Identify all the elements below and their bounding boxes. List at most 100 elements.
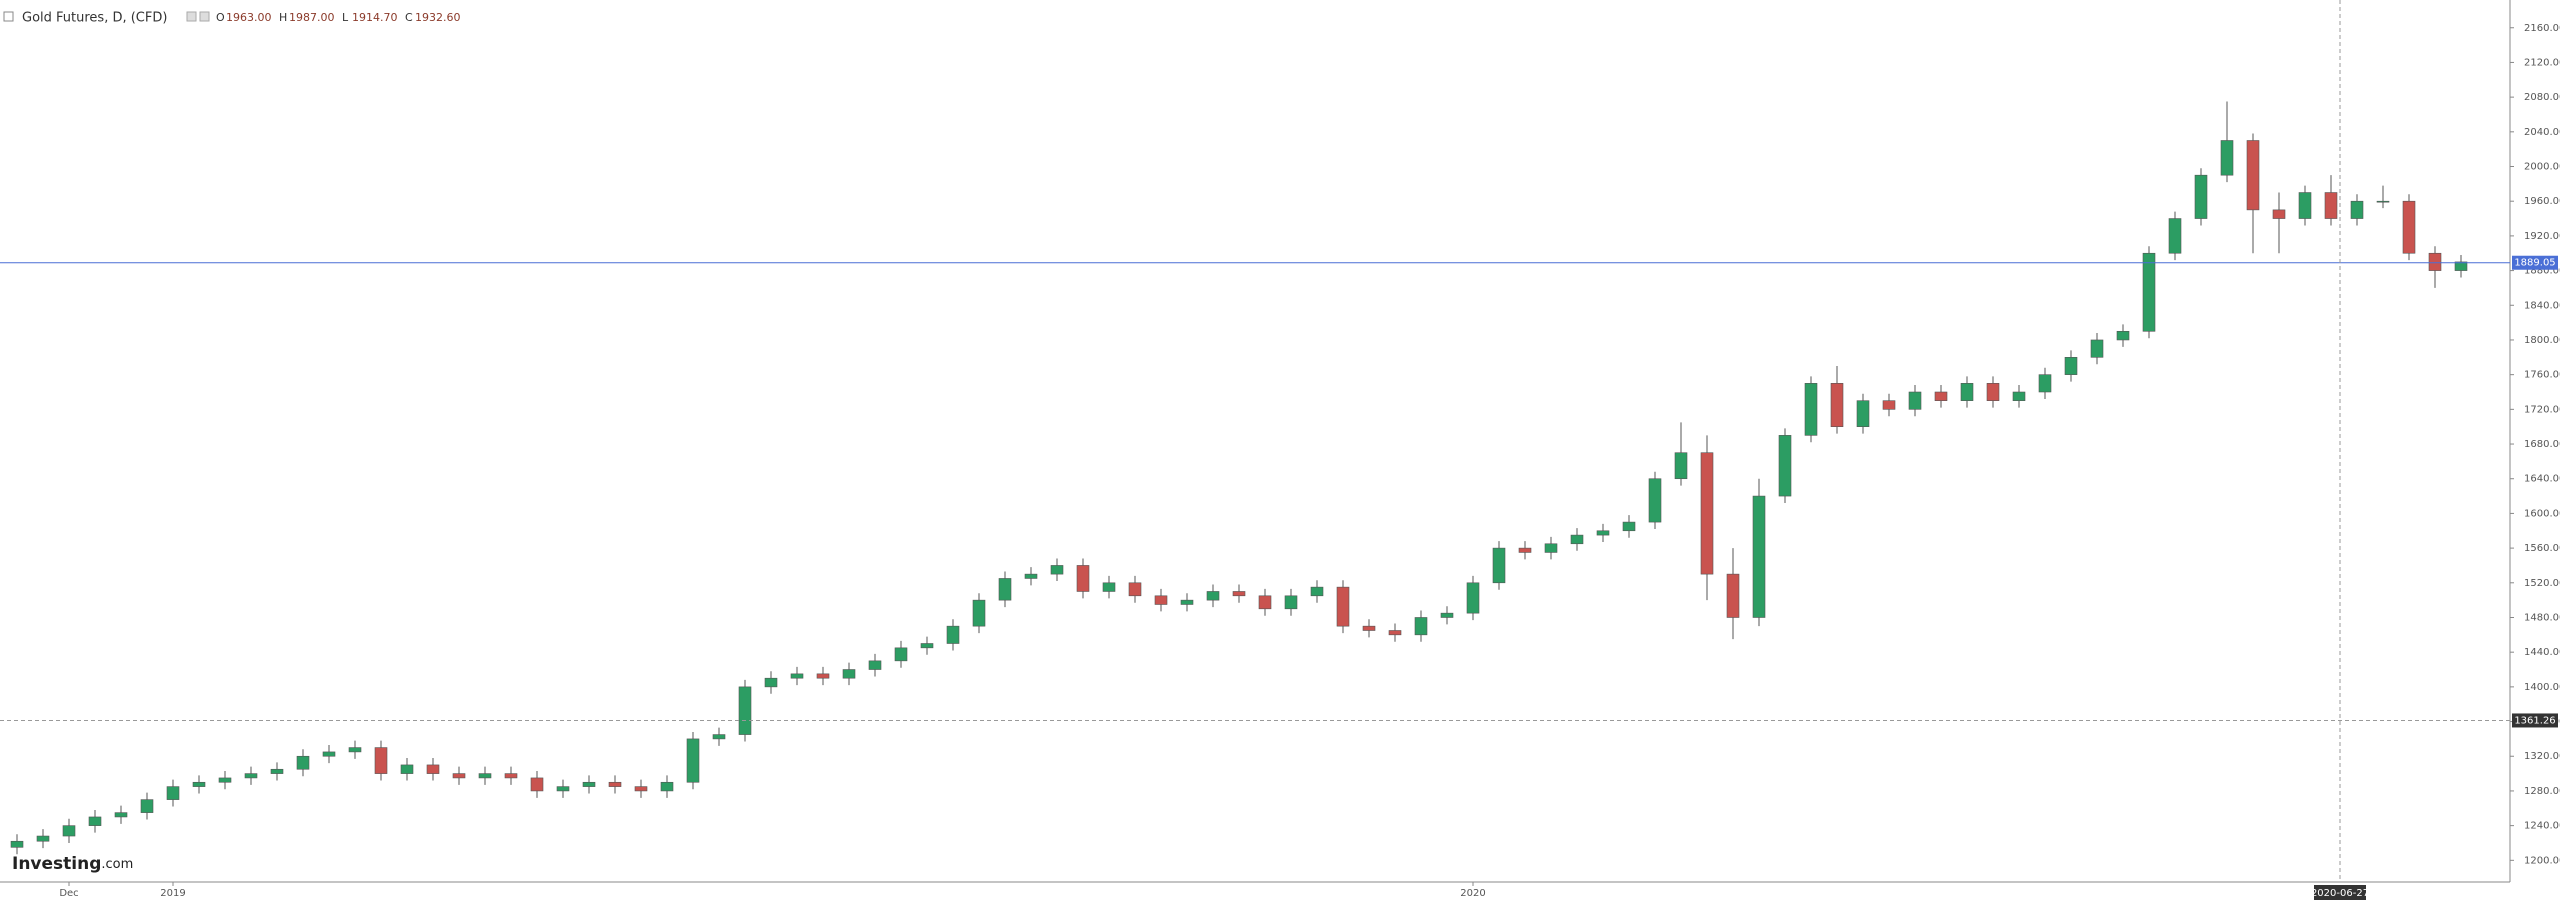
candle-body (1934, 391, 1948, 401)
chart-title: Gold Futures, D, (CFD) (22, 11, 167, 26)
candle-body (1258, 595, 1272, 610)
candle-body (2090, 339, 2104, 358)
candle-body (1596, 530, 1610, 536)
candle-body (10, 840, 24, 848)
candle-body (1362, 625, 1376, 631)
candle-body (582, 781, 596, 787)
candle-body (114, 812, 128, 818)
candle-body (998, 578, 1012, 601)
candle-body (1544, 543, 1558, 553)
candle-body (1024, 573, 1038, 579)
candle-body (374, 747, 388, 774)
candle-body (296, 755, 310, 770)
candle-body (452, 773, 466, 779)
candle-body (920, 643, 934, 649)
logo: Investing.com (12, 854, 133, 874)
last-price-label: 1889.05 (2514, 258, 2555, 269)
y-tick-label: 1800.00 (2524, 335, 2560, 346)
candle-body (1388, 630, 1402, 636)
candle-body (1050, 565, 1064, 575)
candle-body (608, 781, 622, 787)
candle-body (1232, 591, 1246, 597)
crosshair-price-badge (2512, 713, 2558, 728)
y-tick-label: 1720.00 (2524, 404, 2560, 415)
y-tick-label: 1920.00 (2524, 231, 2560, 242)
candle-body (712, 734, 726, 740)
legend-value: 1963.00 (226, 11, 272, 24)
y-tick-label: 1440.00 (2524, 647, 2560, 658)
candle-body (400, 764, 414, 774)
candle-body (556, 786, 570, 792)
x-tick-label: Dec (59, 888, 78, 899)
candle-body (2142, 252, 2156, 332)
candle-body (1128, 582, 1142, 597)
x-tick-label: 2019 (160, 888, 185, 899)
y-tick-label: 1600.00 (2524, 508, 2560, 519)
candle-body (140, 799, 154, 813)
candle-body (660, 781, 674, 792)
settings-icon[interactable] (186, 11, 197, 22)
legend-key: H (279, 11, 287, 24)
legend-value: 1914.70 (352, 11, 398, 24)
candle-body (1830, 383, 1844, 427)
candle-body (1752, 495, 1766, 618)
candle-body (1154, 595, 1168, 605)
candle-body (2064, 357, 2078, 375)
candle-body (1700, 452, 1714, 575)
candle-body (972, 599, 986, 627)
candle-body (270, 768, 284, 774)
y-tick-label: 1680.00 (2524, 439, 2560, 450)
candle-body (1622, 521, 1636, 532)
candle-body (166, 786, 180, 800)
candle-body (244, 773, 258, 779)
x-tick-label: 2020 (1460, 888, 1485, 899)
candle-body (2012, 391, 2026, 401)
candle-body (1206, 591, 1220, 601)
y-tick-label: 1280.00 (2524, 786, 2560, 797)
candle-body (1336, 586, 1350, 627)
candle-body (1440, 612, 1454, 618)
y-tick-label: 1320.00 (2524, 751, 2560, 762)
y-tick-label: 2160.00 (2524, 23, 2560, 34)
candle-body (62, 825, 76, 837)
hide-icon[interactable] (199, 11, 210, 22)
candle-body (894, 647, 908, 662)
candle-body (1570, 534, 1584, 545)
candle-body (1908, 391, 1922, 410)
candle-body (2116, 330, 2130, 341)
collapse-icon[interactable] (3, 11, 14, 22)
candle-body (2038, 374, 2052, 393)
candle-body (2428, 252, 2442, 271)
candle-body (1076, 565, 1090, 592)
candle-body (2272, 209, 2286, 219)
candle-body (1882, 400, 1896, 410)
legend-key: C (405, 11, 413, 24)
candle-body (1180, 599, 1194, 605)
y-tick-label: 1520.00 (2524, 578, 2560, 589)
y-tick-label: 1760.00 (2524, 370, 2560, 381)
logo-suffix: .com (101, 857, 133, 872)
y-tick-label: 1400.00 (2524, 682, 2560, 693)
candle-body (1414, 617, 1428, 636)
candle-body (868, 660, 882, 670)
candle-body (1778, 435, 1792, 497)
candle-body (1284, 595, 1298, 610)
candle-body (2454, 261, 2468, 271)
candle-body (36, 835, 50, 842)
y-tick-label: 1240.00 (2524, 821, 2560, 832)
candle-body (2402, 200, 2416, 254)
candle-body (1466, 582, 1480, 614)
candle-body (1726, 573, 1740, 618)
candle-body (1804, 383, 1818, 436)
candle-body (790, 673, 804, 679)
legend-key: O (216, 11, 225, 24)
y-tick-label: 1880.00 (2524, 266, 2560, 277)
y-tick-label: 2080.00 (2524, 92, 2560, 103)
candle-body (1492, 547, 1506, 584)
candle-body (88, 816, 102, 826)
candle-body (738, 686, 752, 735)
candle-body (218, 777, 232, 783)
candle-body (1518, 547, 1532, 553)
